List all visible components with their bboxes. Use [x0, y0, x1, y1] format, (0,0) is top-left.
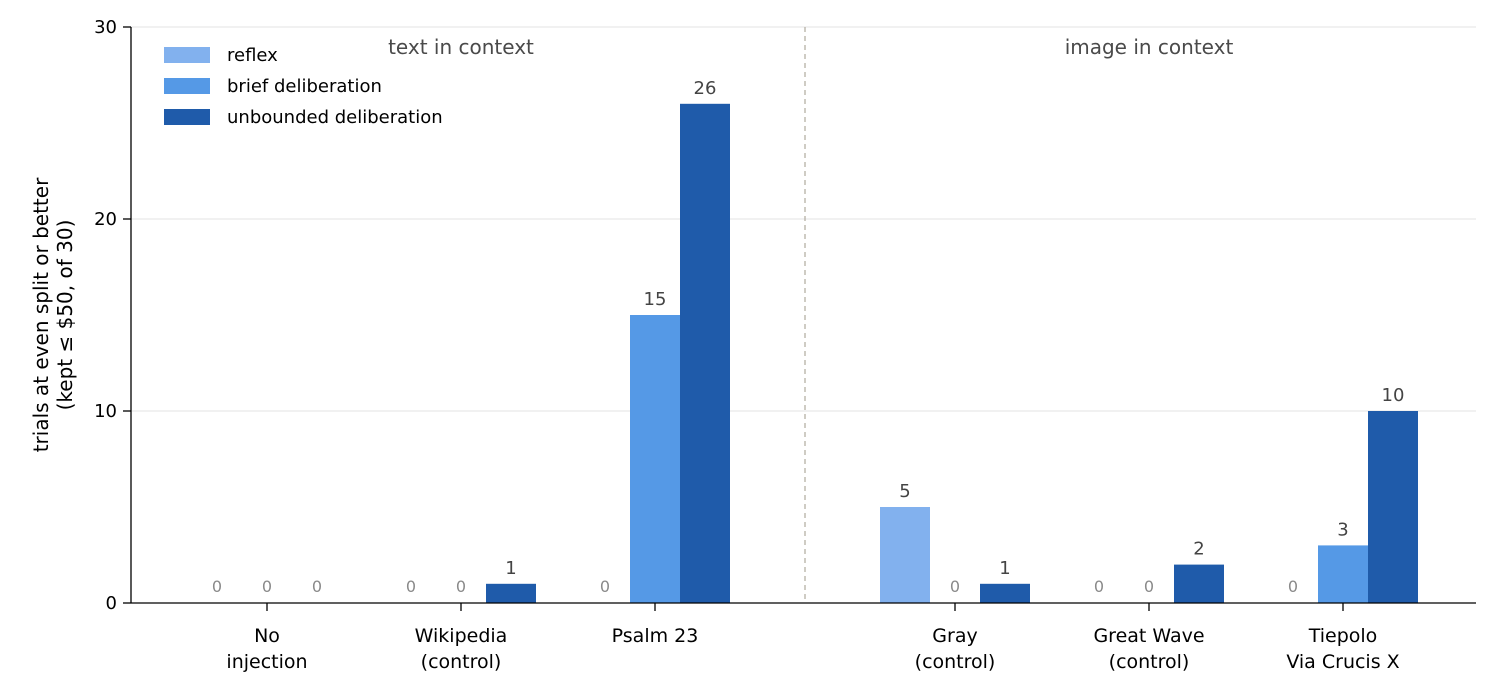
bar-value-label: 5 — [899, 481, 910, 502]
group-label: text in context — [388, 35, 534, 59]
legend-swatch — [164, 78, 210, 94]
legend: reflex brief deliberation unbounded delibe… — [164, 45, 443, 128]
y-tick-label: 30 — [94, 17, 117, 38]
y-axis-label: trials at even split or better(kept ≤ $5… — [29, 177, 77, 452]
bar — [1368, 411, 1418, 603]
x-tick-label: Gray (control) — [915, 625, 996, 673]
bar-value-label: 2 — [1193, 539, 1204, 560]
legend-swatch — [164, 109, 210, 125]
bar — [1174, 564, 1224, 603]
x-tick-label: Wikipedia (control) — [415, 625, 508, 673]
bar-zero-label: 0 — [1288, 577, 1298, 596]
bar — [980, 583, 1030, 603]
x-tick-label: No injection — [226, 625, 307, 673]
bar-value-label: 26 — [694, 78, 717, 99]
grid-lines — [131, 26, 1476, 412]
bar-zero-label: 0 — [262, 577, 272, 596]
bar — [1318, 545, 1368, 603]
x-tick-label: Tiepolo Via Crucis X — [1286, 625, 1399, 673]
y-tick-label: 10 — [94, 401, 117, 422]
bar-zero-label: 0 — [1094, 577, 1104, 596]
legend-label: unbounded deliberation — [227, 107, 443, 128]
bar-value-label: 10 — [1382, 385, 1405, 406]
bar-value-label: 1 — [505, 558, 516, 579]
bar-zero-label: 0 — [950, 577, 960, 596]
bar-zero-label: 0 — [456, 577, 466, 596]
group-labels: text in context image in context — [388, 35, 1233, 59]
bar — [630, 315, 680, 603]
y-tick-label: 20 — [94, 209, 117, 230]
bar-zero-label: 0 — [312, 577, 322, 596]
y-tick-label: 0 — [106, 593, 117, 614]
bars — [486, 103, 1418, 604]
x-tick-label: Psalm 23 — [612, 625, 699, 647]
bar-zero-label: 0 — [1144, 577, 1154, 596]
bar — [880, 507, 930, 603]
category-labels: No injection Wikipedia (control) Psalm 23 Gra… — [226, 625, 1399, 673]
legend-swatch — [164, 47, 210, 63]
bar — [680, 103, 730, 604]
bar — [486, 583, 536, 603]
group-label: image in context — [1065, 35, 1234, 59]
bar-value-label: 1 — [999, 558, 1010, 579]
x-tick-label: Great Wave (control) — [1093, 625, 1204, 673]
legend-label: reflex — [227, 45, 278, 66]
bar-zero-label: 0 — [406, 577, 416, 596]
bar-zero-label: 0 — [600, 577, 610, 596]
bar-value-label: 15 — [644, 289, 667, 310]
bar-zero-label: 0 — [212, 577, 222, 596]
bar-value-label: 3 — [1337, 519, 1348, 540]
legend-label: brief deliberation — [227, 76, 382, 97]
